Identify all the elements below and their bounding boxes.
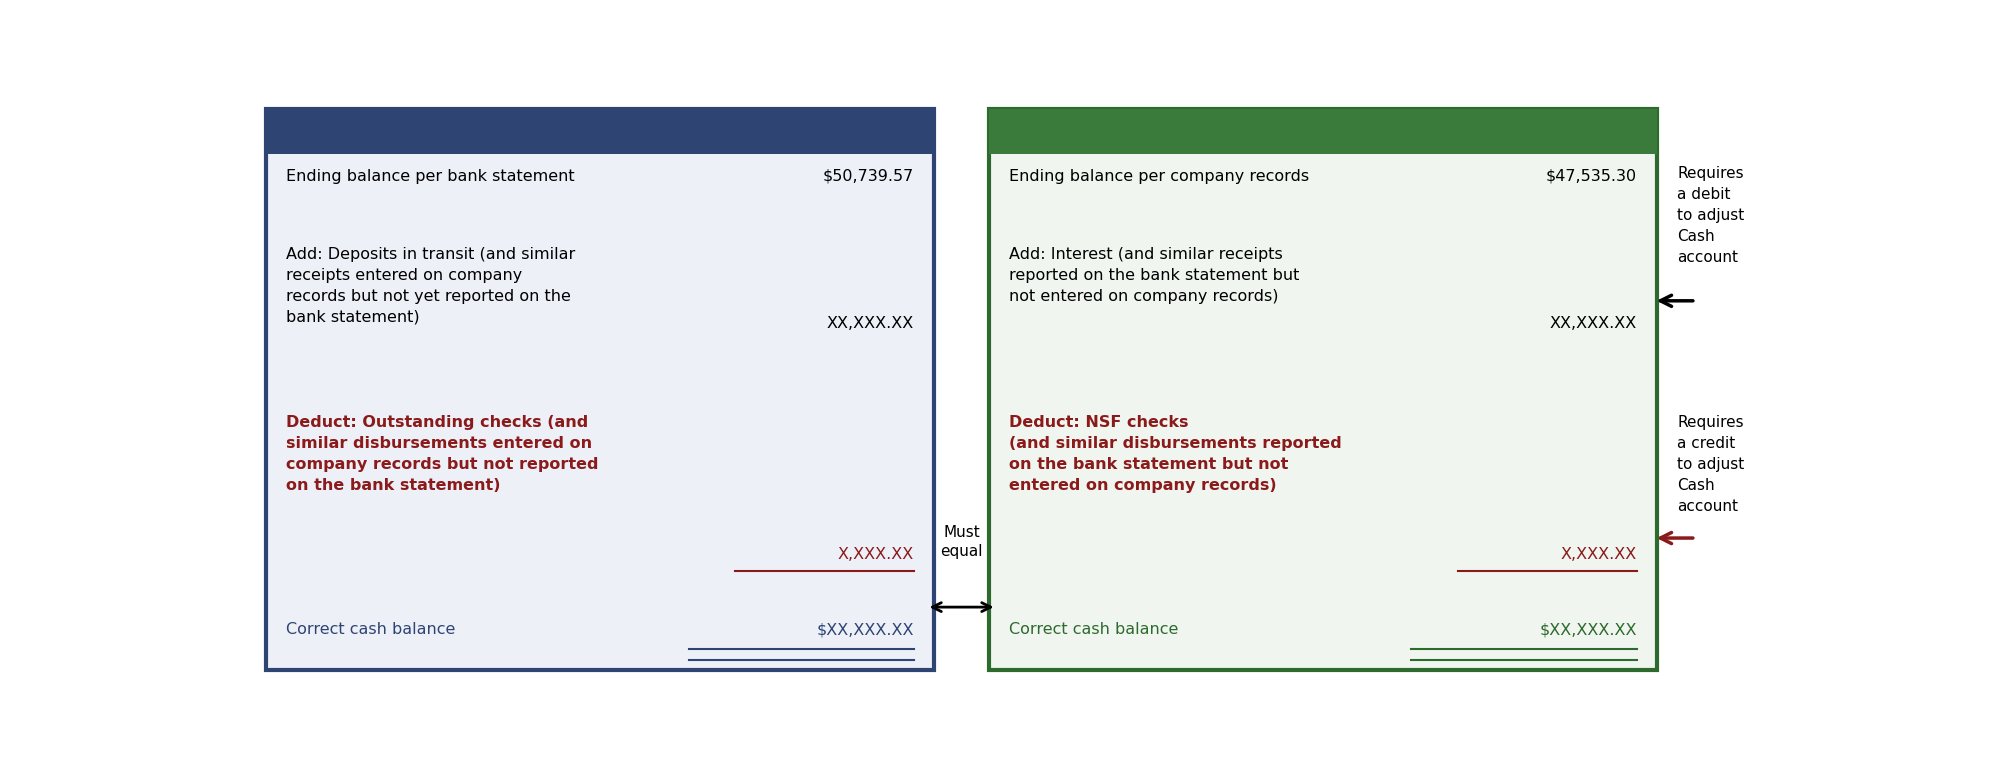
Text: $XX,XXX.XX: $XX,XXX.XX <box>816 622 914 637</box>
Text: Requires
a debit
to adjust
Cash
account: Requires a debit to adjust Cash account <box>1676 165 1744 264</box>
Text: XX,XXX.XX: XX,XXX.XX <box>826 316 914 331</box>
Bar <box>267 108 934 154</box>
Text: $47,535.30: $47,535.30 <box>1546 168 1636 183</box>
Bar <box>988 108 1656 154</box>
Text: Requires
a credit
to adjust
Cash
account: Requires a credit to adjust Cash account <box>1676 415 1744 514</box>
Text: X,XXX.XX: X,XXX.XX <box>1560 547 1636 562</box>
Text: XX,XXX.XX: XX,XXX.XX <box>1550 316 1636 331</box>
Text: Deduct: NSF checks
(and similar disbursements reported
on the bank statement but: Deduct: NSF checks (and similar disburse… <box>1009 415 1341 493</box>
Text: Add: Interest (and similar receipts
reported on the bank statement but
not enter: Add: Interest (and similar receipts repo… <box>1009 246 1299 303</box>
Text: Ending balance per company records: Ending balance per company records <box>1009 168 1309 183</box>
Text: $50,739.57: $50,739.57 <box>822 168 914 183</box>
Text: Must
equal: Must equal <box>940 526 982 559</box>
Text: Correct cash balance: Correct cash balance <box>287 622 455 637</box>
Text: Deduct: Outstanding checks (and
similar disbursements entered on
company records: Deduct: Outstanding checks (and similar … <box>287 415 599 493</box>
Text: Ending balance per bank statement: Ending balance per bank statement <box>287 168 575 183</box>
Text: Add: Deposits in transit (and similar
receipts entered on company
records but no: Add: Deposits in transit (and similar re… <box>287 246 575 324</box>
Text: Correct cash balance: Correct cash balance <box>1009 622 1179 637</box>
Text: X,XXX.XX: X,XXX.XX <box>838 547 914 562</box>
Text: $XX,XXX.XX: $XX,XXX.XX <box>1540 622 1636 637</box>
Bar <box>988 108 1656 670</box>
Bar <box>267 108 934 670</box>
